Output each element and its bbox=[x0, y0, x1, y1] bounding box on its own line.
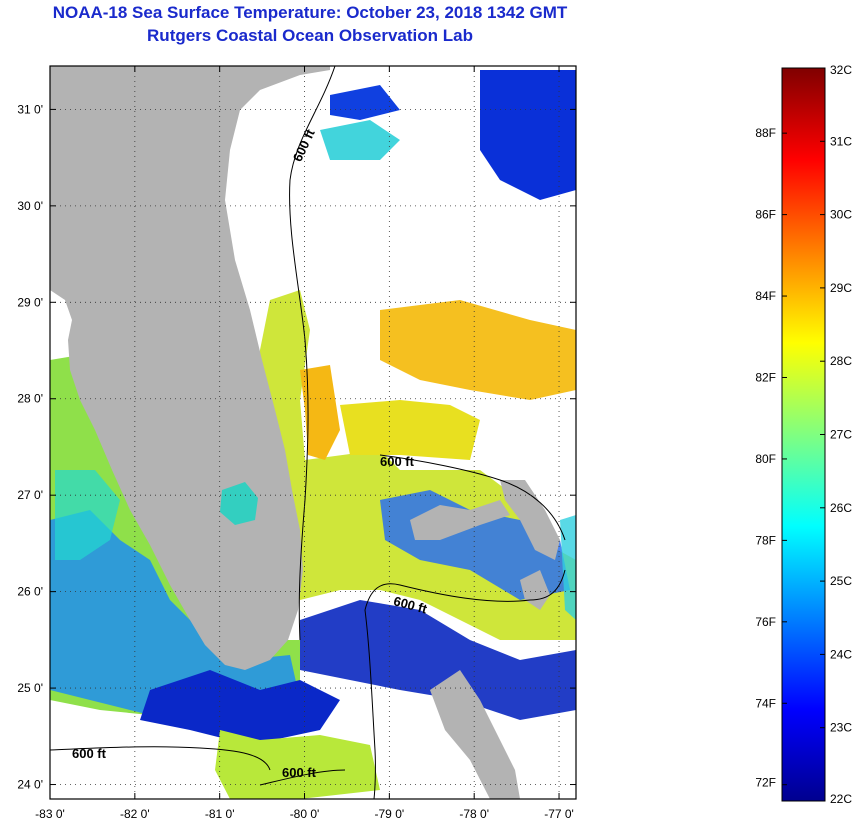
colorbar-label-f: 86F bbox=[755, 208, 776, 222]
contour-600ft-gulf bbox=[50, 746, 271, 771]
y-tick-label: 27 0' bbox=[17, 488, 43, 502]
sst-atlantic-warm-east bbox=[380, 300, 576, 400]
y-tick-label: 28 0' bbox=[17, 392, 43, 406]
lat-lon-grid bbox=[50, 66, 576, 799]
y-tick-label: 31 0' bbox=[17, 102, 43, 116]
x-tick-label: -82 0' bbox=[120, 807, 150, 821]
temperature-colorbar: 90F 88F 86F 84F 82F 80F 78F 76F 74F 72F 32C 31C 30C… bbox=[755, 60, 852, 806]
colorbar-label-c: 28C bbox=[830, 354, 852, 368]
sst-keys-cold bbox=[140, 670, 340, 745]
colorbar-fahrenheit-labels: 90F 88F 86F 84F 82F 80F 78F 76F 74F 72F bbox=[755, 60, 787, 790]
colorbar-label-f: 76F bbox=[755, 615, 776, 629]
y-tick-label: 29 0' bbox=[17, 295, 43, 309]
map-subtitle: Rutgers Coastal Ocean Observation Lab bbox=[147, 26, 473, 45]
x-tick-label: -81 0' bbox=[205, 807, 235, 821]
colorbar-label-c: 29C bbox=[830, 281, 852, 295]
sst-north-blue bbox=[480, 70, 576, 200]
x-tick-label: -79 0' bbox=[375, 807, 405, 821]
x-tick-label: -78 0' bbox=[459, 807, 489, 821]
sst-east-cyan bbox=[560, 515, 576, 620]
y-tick-label: 30 0' bbox=[17, 199, 43, 213]
map-frame bbox=[49, 65, 577, 800]
land-abaco bbox=[500, 480, 560, 560]
sst-north-blue-small bbox=[330, 85, 400, 120]
contour-label: 600 ft bbox=[380, 454, 415, 469]
colorbar-label-c: 24C bbox=[830, 647, 852, 661]
x-tick-label: -80 0' bbox=[290, 807, 320, 821]
colorbar-label-c: 25C bbox=[830, 574, 852, 588]
sst-atlantic-yellow bbox=[340, 400, 480, 460]
lake-okeechobee bbox=[220, 482, 258, 525]
y-tick-label: 26 0' bbox=[17, 585, 43, 599]
x-tick-label: -83 0' bbox=[35, 807, 65, 821]
contour-600ft-atlantic-west bbox=[289, 66, 336, 641]
colorbar-label-c: 22C bbox=[830, 792, 852, 806]
land-cuba bbox=[430, 670, 520, 799]
colorbar-gradient bbox=[781, 67, 826, 802]
contour-600ft-bahamas-south bbox=[364, 569, 566, 611]
colorbar-label-f: 84F bbox=[755, 289, 776, 303]
colorbar-label-c: 31C bbox=[830, 134, 852, 148]
sst-straits-cold bbox=[300, 600, 576, 720]
contour-label: 600 ft bbox=[282, 765, 317, 780]
y-tick-label: 24 0' bbox=[17, 778, 43, 792]
x-tick-label: -77 0' bbox=[544, 807, 574, 821]
colorbar-label-c: 30C bbox=[830, 208, 852, 222]
colorbar-label-c: 23C bbox=[830, 721, 852, 735]
land-grand-bahama bbox=[410, 500, 510, 540]
sst-gulf-cyan bbox=[55, 470, 120, 560]
colorbar-label-f: 88F bbox=[755, 126, 776, 140]
colorbar-label-f: 90F bbox=[755, 60, 776, 61]
colorbar-label-c: 32C bbox=[830, 63, 852, 77]
map-title: NOAA-18 Sea Surface Temperature: October… bbox=[52, 3, 568, 22]
colorbar-label-f: 72F bbox=[755, 776, 776, 790]
y-tick-label: 25 0' bbox=[17, 681, 43, 695]
contour-600ft-bahamas bbox=[379, 454, 566, 541]
sst-south-warm bbox=[215, 730, 380, 799]
contour-600ft-south bbox=[259, 769, 346, 786]
map-plot-area bbox=[50, 66, 576, 799]
colorbar-label-c: 27C bbox=[830, 428, 852, 442]
map-axes: -83 0' -82 0' -81 0' -80 0' -79 0' -78 0' -77 … bbox=[17, 66, 576, 821]
contour-label: 600 ft bbox=[72, 746, 107, 761]
colorbar-celsius-labels: 32C 31C 30C 29C 28C 27C 26C 25C 24C 23C 22C bbox=[820, 63, 852, 806]
colorbar-label-f: 80F bbox=[755, 452, 776, 466]
colorbar-label-c: 26C bbox=[830, 501, 852, 515]
land-florida bbox=[50, 66, 330, 670]
colorbar-label-f: 78F bbox=[755, 533, 776, 547]
sst-north-cyan bbox=[320, 120, 400, 160]
sst-gulf-stream bbox=[300, 365, 340, 460]
colorbar-label-f: 82F bbox=[755, 370, 776, 384]
colorbar-label-f: 74F bbox=[755, 696, 776, 710]
